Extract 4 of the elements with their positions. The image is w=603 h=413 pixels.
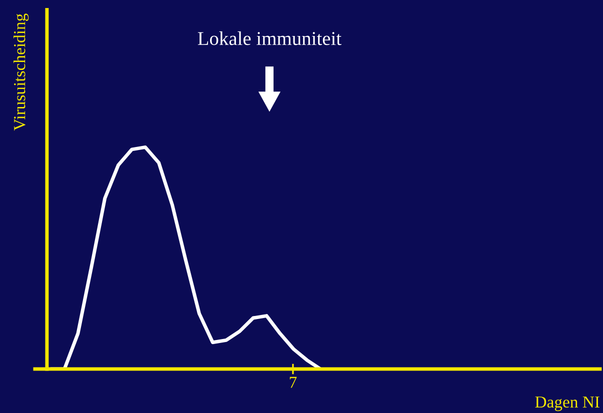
text: 7 (290, 376, 297, 388)
text: Lokale immuniteit (198, 31, 342, 46)
text: Virusuitscheiding (14, 14, 29, 131)
text: Dagen NI (535, 396, 600, 412)
